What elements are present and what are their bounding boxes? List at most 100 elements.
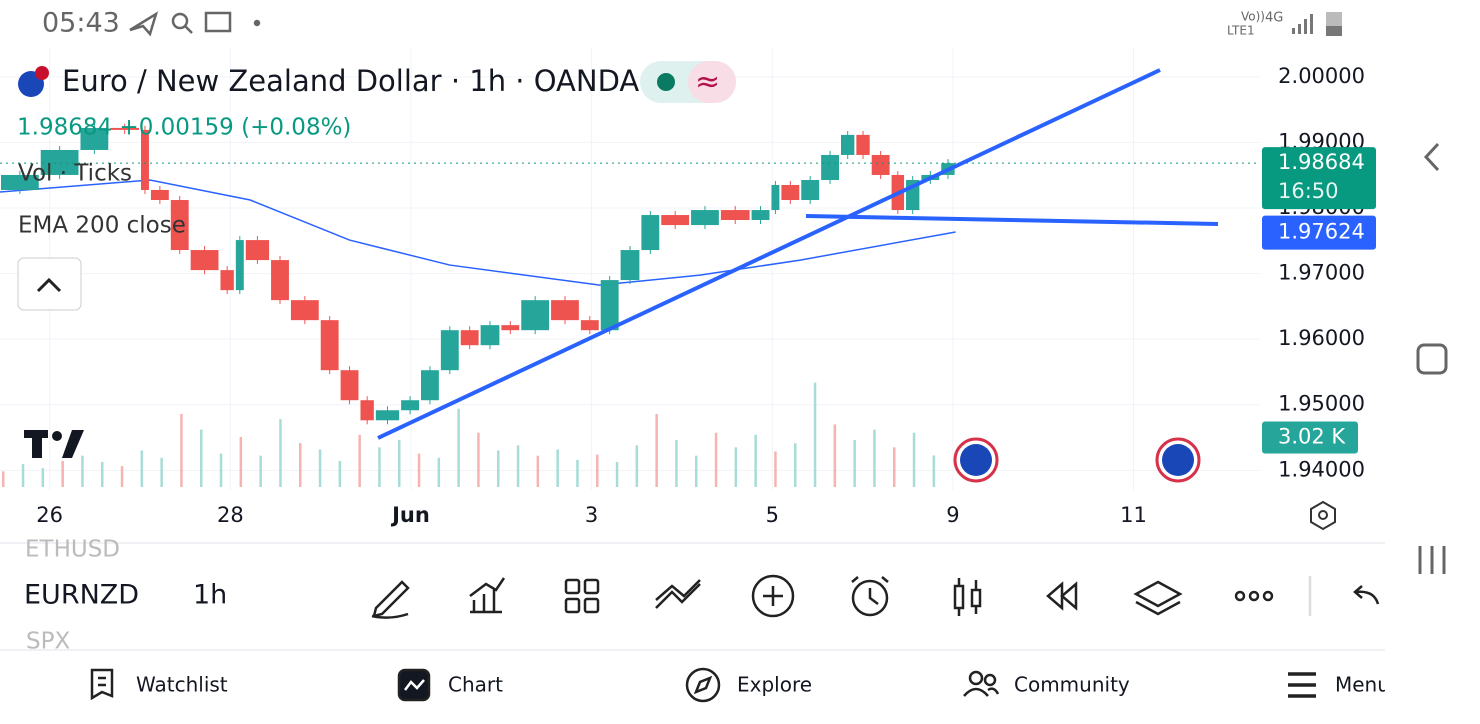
compare-tool[interactable]: [655, 579, 701, 609]
volume-bar: [695, 455, 698, 487]
alert-tool[interactable]: [851, 576, 889, 617]
status-signal: [1292, 12, 1342, 36]
candle: [401, 400, 419, 411]
candle: [141, 129, 149, 190]
candle: [501, 325, 520, 331]
candle: [620, 250, 640, 281]
interval[interactable]: 1h: [193, 580, 227, 611]
undo-tool[interactable]: [1353, 585, 1380, 605]
layers-tool[interactable]: [1133, 580, 1183, 616]
volume-bar: [140, 450, 144, 487]
volume-bar: [635, 445, 639, 487]
x-tick-label: 5: [766, 503, 779, 527]
volume-bar: [180, 413, 183, 487]
volume-bar: [615, 461, 619, 487]
volume-bar: [299, 443, 302, 487]
x-tick-label: 3: [585, 503, 598, 527]
draw-tool[interactable]: [371, 580, 410, 619]
symbol-item[interactable]: EURNZD: [24, 580, 139, 611]
chevron-up-icon: [36, 277, 62, 293]
status-network: 4G: [1265, 11, 1283, 26]
candle: [801, 180, 820, 201]
collapse-button[interactable]: [17, 257, 82, 311]
candle-tool[interactable]: [953, 578, 982, 616]
replay-tool[interactable]: [1046, 581, 1078, 611]
candle: [170, 200, 189, 251]
candle: [720, 210, 750, 221]
watchlist-icon[interactable]: [90, 668, 114, 701]
volume-bar: [378, 447, 381, 487]
trend-line[interactable]: [377, 68, 1161, 440]
candle: [360, 400, 374, 421]
nav-icons: [90, 667, 1316, 703]
price-tag: [1262, 215, 1376, 250]
explore-icon[interactable]: [685, 667, 721, 703]
symbol-item[interactable]: SPX: [26, 629, 70, 655]
settings-icon: [1318, 510, 1328, 520]
volume-bar: [893, 447, 896, 487]
candle: [781, 184, 800, 201]
chart-plot[interactable]: 2.000001.990001.980001.970001.960001.950…: [0, 48, 1376, 527]
volume-bar: [417, 453, 421, 487]
volume-bar: [794, 443, 797, 487]
event-flag[interactable]: [953, 437, 999, 483]
candle: [771, 184, 780, 211]
candle: [220, 270, 234, 291]
volume-bar: [101, 461, 104, 487]
symbol-item[interactable]: ETHUSD: [25, 537, 120, 563]
nav-item[interactable]: Explore: [737, 673, 812, 697]
tv-logo: [24, 430, 84, 458]
layout-tool[interactable]: [564, 578, 600, 614]
volume-bar: [556, 449, 559, 487]
x-tick-label: 11: [1120, 503, 1147, 527]
add-tool[interactable]: [751, 574, 795, 618]
candle: [290, 300, 319, 321]
status-pill[interactable]: [688, 61, 736, 103]
nav-item[interactable]: Chart: [448, 673, 503, 697]
settings-icon[interactable]: [1310, 500, 1336, 531]
x-tick-label: 28: [217, 503, 244, 527]
candle: [460, 330, 479, 346]
volume-bar: [912, 432, 916, 487]
y-tick-label: 1.96000: [1278, 326, 1365, 350]
volume-bar: [497, 450, 500, 487]
menu-icon[interactable]: [1288, 672, 1316, 698]
nav-item[interactable]: Community: [1014, 673, 1130, 697]
volume-bar: [239, 436, 243, 487]
indicator-label[interactable]: EMA 200 close: [18, 213, 186, 239]
system-nav-buttons: [1416, 142, 1448, 574]
recents-button[interactable]: [1418, 546, 1446, 574]
volume-bar: [754, 434, 757, 487]
candle: [245, 240, 270, 261]
price-tag: [1262, 147, 1376, 210]
volume-bar: [200, 429, 203, 487]
candle: [871, 154, 890, 175]
trend-line[interactable]: [805, 214, 1219, 226]
community-icon[interactable]: [963, 670, 1000, 697]
candle: [1, 174, 39, 190]
chart-icon: [404, 679, 425, 691]
countdown-label: 16:50: [1278, 179, 1339, 203]
status-carrier: LTE1: [1227, 24, 1255, 38]
back-button[interactable]: [1423, 142, 1440, 172]
indicator-label[interactable]: Vol · Ticks: [18, 161, 132, 187]
y-tick-label: 1.95000: [1278, 392, 1365, 416]
more-tool[interactable]: [1234, 590, 1274, 602]
nav-item[interactable]: Menu: [1335, 673, 1390, 697]
volume-bar: [81, 455, 84, 487]
volume-bar: [160, 457, 163, 487]
volume-bar: [259, 455, 262, 487]
event-flag[interactable]: [1155, 437, 1201, 483]
candle: [821, 154, 839, 181]
volume-bar: [655, 413, 658, 487]
candle: [440, 330, 459, 371]
candle: [841, 134, 855, 155]
volume-bar: [932, 455, 936, 487]
home-button[interactable]: [1416, 343, 1448, 375]
candle: [150, 189, 169, 201]
y-tick-label: 1.97000: [1278, 261, 1365, 285]
candle: [40, 149, 79, 175]
indicators-tool[interactable]: [469, 577, 506, 614]
nav-item[interactable]: Watchlist: [136, 673, 228, 697]
